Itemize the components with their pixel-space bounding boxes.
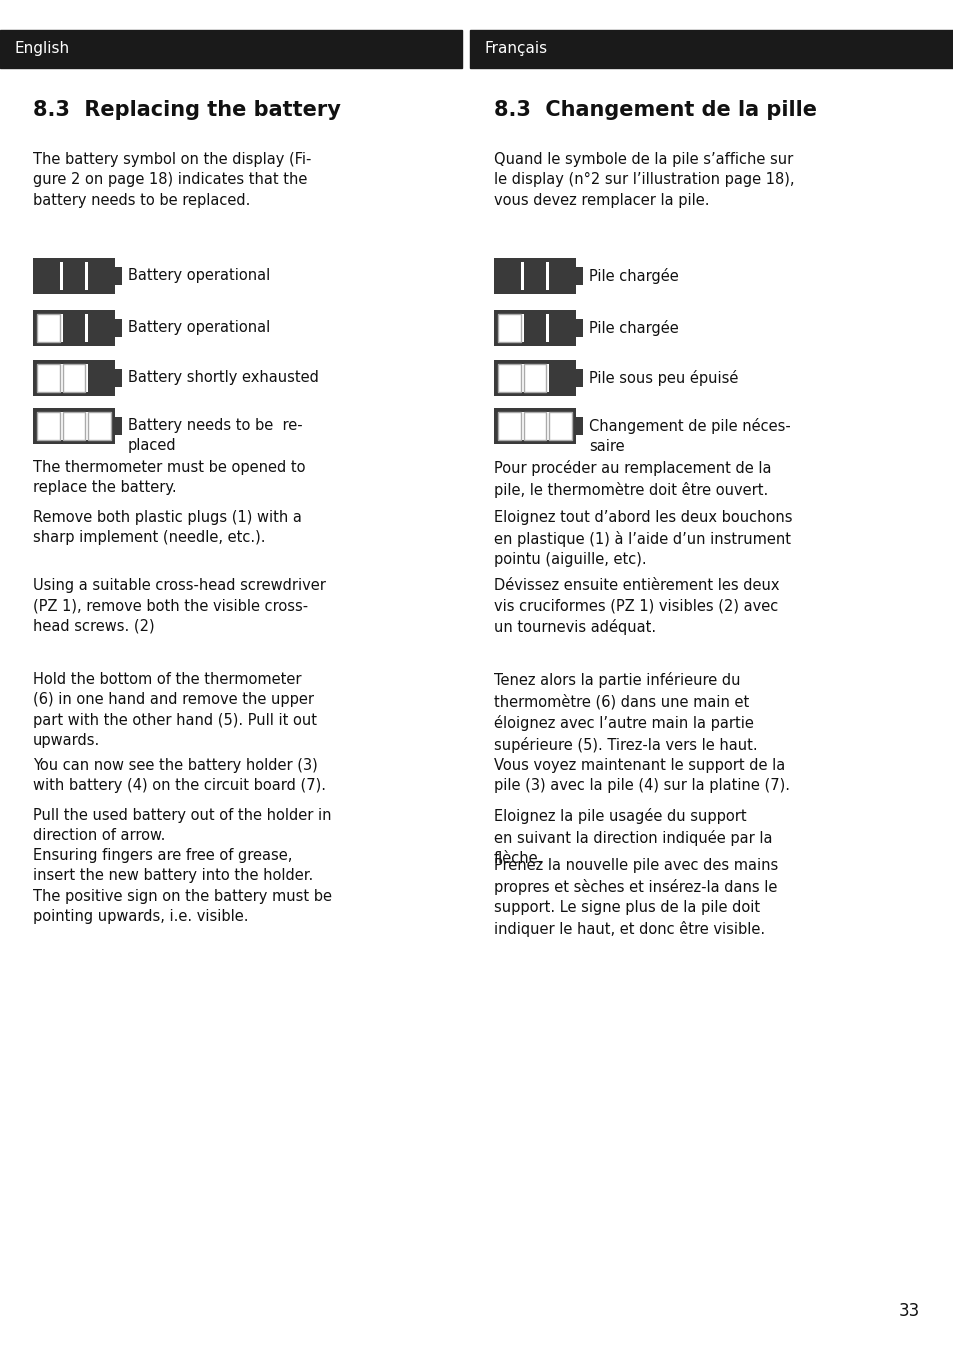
Bar [63,263,85,290]
Text: Vous voyez maintenant le support de la
pile (3) avec la pile (4) sur la platine : Vous voyez maintenant le support de la p… [494,758,789,793]
Bar [115,370,122,387]
Text: Hold the bottom of the thermometer
(6) in one hand and remove the upper
part wit: Hold the bottom of the thermometer (6) i… [33,672,316,749]
Text: Pull the used battery out of the holder in
direction of arrow.: Pull the used battery out of the holder … [33,808,331,844]
Bar [37,412,60,440]
Bar [497,364,520,393]
Bar [576,267,582,284]
Bar [549,364,572,393]
Bar [37,314,60,343]
Text: Changement de pile néces-
saire: Changement de pile néces- saire [588,418,790,454]
Text: The battery symbol on the display (Fi-
gure 2 on page 18) indicates that the
bat: The battery symbol on the display (Fi- g… [33,152,311,207]
Text: Français: Français [484,42,548,57]
Bar [33,408,115,444]
Text: The thermometer must be opened to
replace the battery.: The thermometer must be opened to replac… [33,460,305,496]
Bar [523,314,546,343]
Bar [576,370,582,387]
Text: 8.3  Replacing the battery: 8.3 Replacing the battery [33,100,340,121]
Text: Battery operational: Battery operational [128,268,270,283]
Text: Pour procéder au remplacement de la
pile, le thermomètre doit être ouvert.: Pour procéder au remplacement de la pile… [494,460,771,498]
Bar [89,314,111,343]
Bar [115,267,122,284]
Text: Eloignez tout d’abord les deux bouchons
en plastique (1) à l’aide d’un instrumen: Eloignez tout d’abord les deux bouchons … [494,510,792,567]
Bar [494,310,576,347]
Bar [523,263,546,290]
Text: Pile sous peu épuisé: Pile sous peu épuisé [588,370,738,386]
Bar [37,263,60,290]
Text: Ensuring fingers are free of grease,
insert the new battery into the holder.
The: Ensuring fingers are free of grease, ins… [33,848,332,925]
Bar [115,417,122,435]
Bar [494,259,576,294]
Bar [523,412,546,440]
Bar [33,310,115,347]
Bar [63,314,85,343]
Bar [63,364,85,393]
Text: Using a suitable cross-head screwdriver
(PZ 1), remove both the visible cross-
h: Using a suitable cross-head screwdriver … [33,578,326,634]
Bar [497,412,520,440]
Bar [63,412,85,440]
Text: Tenez alors la partie inférieure du
thermomètre (6) dans une main et
éloignez av: Tenez alors la partie inférieure du ther… [494,672,757,753]
Bar [523,364,546,393]
Bar [497,412,572,440]
Bar [576,320,582,337]
Text: 33: 33 [898,1303,919,1320]
Text: Prenez la nouvelle pile avec des mains
propres et sèches et insérez-la dans le
s: Prenez la nouvelle pile avec des mains p… [494,858,778,937]
Bar [497,263,520,290]
Bar [89,364,111,393]
Bar [497,364,572,393]
Bar [89,412,111,440]
Bar [549,412,572,440]
Text: Eloignez la pile usagée du support
en suivant la direction indiquée par la
flèch: Eloignez la pile usagée du support en su… [494,808,772,867]
Bar [37,412,111,440]
Bar [115,320,122,337]
Bar [549,263,572,290]
Text: Pile chargée: Pile chargée [588,268,678,284]
Bar [549,314,572,343]
Bar [0,30,461,68]
Text: Battery shortly exhausted: Battery shortly exhausted [128,370,318,385]
Bar [37,263,111,290]
Bar [470,30,953,68]
Bar [37,364,60,393]
Text: 8.3  Changement de la pille: 8.3 Changement de la pille [494,100,816,121]
Bar [497,263,572,290]
Text: You can now see the battery holder (3)
with battery (4) on the circuit board (7): You can now see the battery holder (3) w… [33,758,326,793]
Bar [494,408,576,444]
Text: Dévissez ensuite entièrement les deux
vis cruciformes (PZ 1) visibles (2) avec
u: Dévissez ensuite entièrement les deux vi… [494,578,779,635]
Bar [89,263,111,290]
Bar [497,314,572,343]
Bar [33,259,115,294]
Text: Remove both plastic plugs (1) with a
sharp implement (needle, etc.).: Remove both plastic plugs (1) with a sha… [33,510,301,546]
Bar [37,314,111,343]
Text: Battery needs to be  re-
placed: Battery needs to be re- placed [128,418,302,452]
Bar [37,364,111,393]
Bar [576,417,582,435]
Text: Pile chargée: Pile chargée [588,320,678,336]
Text: Quand le symbole de la pile s’affiche sur
le display (n°2 sur l’illustration pag: Quand le symbole de la pile s’affiche su… [494,152,794,207]
Text: English: English [15,42,71,57]
Bar [33,360,115,395]
Bar [494,360,576,395]
Text: Battery operational: Battery operational [128,320,270,334]
Bar [497,314,520,343]
